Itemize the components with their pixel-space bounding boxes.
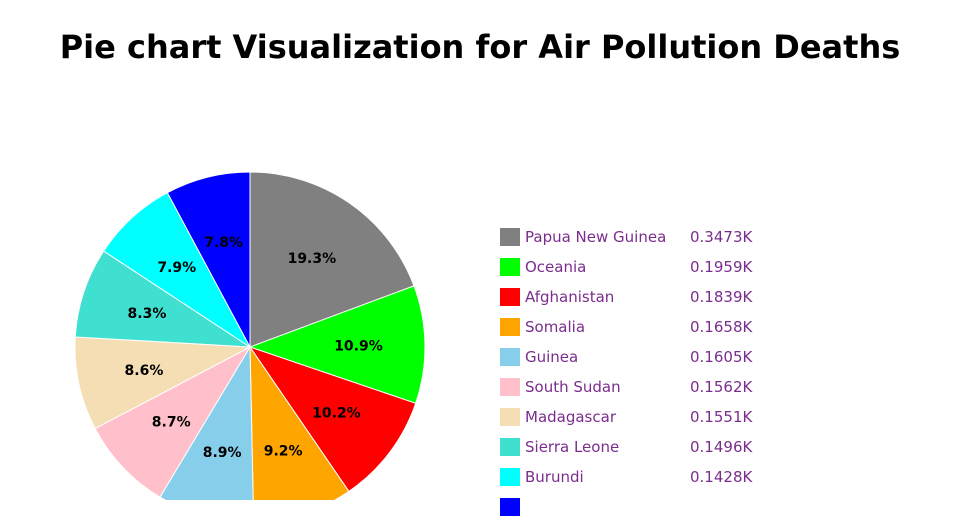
slice-percent-label: 19.3%	[288, 251, 337, 267]
legend-swatch	[500, 468, 520, 486]
legend-label: Madagascar	[525, 408, 616, 426]
slice-percent-label: 10.2%	[312, 406, 361, 422]
legend-item[interactable]: Papua New Guinea 0.3473K	[500, 226, 800, 256]
pie-slice[interactable]	[159, 345, 254, 500]
pie-slice[interactable]	[249, 345, 350, 500]
legend-item[interactable]: Afghanistan 0.1839K	[500, 286, 800, 316]
legend-swatch	[500, 378, 520, 396]
legend-label: Somalia	[525, 318, 586, 336]
slice-percent-label: 8.3%	[128, 306, 167, 322]
pie-slice[interactable]	[74, 250, 252, 348]
legend-swatch	[500, 318, 520, 336]
legend-label: Papua New Guinea	[525, 228, 667, 246]
slice-percent-label: 8.9%	[203, 445, 242, 461]
slice-percent-label: 7.8%	[204, 235, 243, 251]
pie-slice[interactable]	[166, 171, 251, 348]
legend-value: 0.1658K	[690, 318, 753, 336]
slice-percent-label: 9.2%	[264, 443, 303, 459]
chart-title: Pie chart Visualization for Air Pollutio…	[59, 28, 901, 66]
legend-value: 0.3473K	[690, 228, 753, 246]
legend-item[interactable]: Guinea 0.1605K	[500, 346, 800, 376]
legend-value: 0.1605K	[690, 348, 753, 366]
legend-item[interactable]: Oceania 0.1959K	[500, 256, 800, 286]
legend-label: Oceania	[525, 258, 587, 276]
legend-label: Afghanistan	[525, 288, 615, 306]
pie-chart: 19.3% 10.9% 10.2% 9.2% 8.9% 8.7% 8.6% 8.3% 7.9% 7…	[74, 171, 426, 500]
legend-value: 0.1959K	[690, 258, 753, 276]
legend-swatch	[500, 258, 520, 276]
slice-percent-label: 8.6%	[125, 363, 164, 379]
legend-value: 0.1839K	[690, 288, 753, 306]
pie-slice[interactable]	[94, 345, 252, 498]
legend-swatch	[500, 228, 520, 246]
legend-item[interactable]	[500, 496, 800, 526]
legend-item[interactable]: Madagascar 0.1551K	[500, 406, 800, 436]
pie-slice[interactable]	[74, 336, 252, 430]
legend-swatch	[500, 498, 520, 516]
legend-value: 0.1562K	[690, 378, 753, 396]
pie-slice[interactable]	[248, 285, 426, 404]
slice-percent-label: 10.9%	[334, 338, 383, 354]
legend-swatch	[500, 438, 520, 456]
slice-percent-label: 8.7%	[152, 415, 191, 431]
pie-slice[interactable]	[248, 346, 417, 493]
legend-item[interactable]: Somalia 0.1658K	[500, 316, 800, 346]
legend-swatch	[500, 348, 520, 366]
legend-item[interactable]: Sierra Leone 0.1496K	[500, 436, 800, 466]
legend-swatch	[500, 408, 520, 426]
legend-value: 0.1496K	[690, 438, 753, 456]
legend-label: Burundi	[525, 468, 584, 486]
legend-item[interactable]: South Sudan 0.1562K	[500, 376, 800, 406]
legend-value: 0.1428K	[690, 468, 753, 486]
legend-value: 0.1551K	[690, 408, 753, 426]
legend-swatch	[500, 288, 520, 306]
legend: Papua New Guinea 0.3473K Oceania 0.1959K Afg…	[500, 226, 800, 526]
legend-label: Guinea	[525, 348, 579, 366]
legend-label: South Sudan	[525, 378, 621, 396]
legend-item[interactable]: Burundi 0.1428K	[500, 466, 800, 496]
pie-slice[interactable]	[249, 171, 415, 348]
legend-label: Sierra Leone	[525, 438, 620, 456]
slice-percent-label: 7.9%	[157, 260, 196, 276]
